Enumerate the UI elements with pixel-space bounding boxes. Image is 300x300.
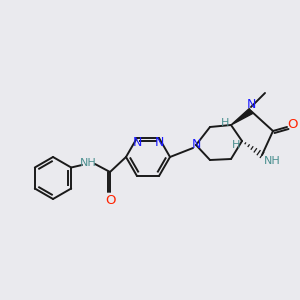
Text: H: H [232, 140, 240, 150]
Text: N: N [191, 139, 201, 152]
Polygon shape [231, 109, 253, 125]
Text: NH: NH [264, 156, 280, 166]
Text: O: O [105, 194, 115, 206]
Text: N: N [132, 136, 142, 149]
Text: H: H [221, 118, 229, 128]
Text: N: N [246, 98, 256, 110]
Text: NH: NH [80, 158, 96, 168]
Text: N: N [154, 136, 164, 149]
Text: O: O [288, 118, 298, 130]
